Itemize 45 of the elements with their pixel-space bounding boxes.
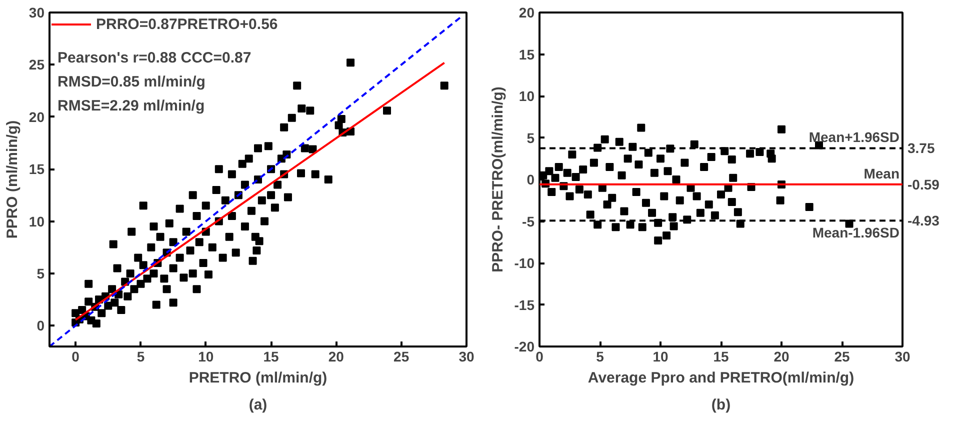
y-tick-label: -10 bbox=[514, 255, 535, 271]
ref-line-label: Mean bbox=[864, 165, 900, 182]
y-tick-label: 15 bbox=[28, 161, 45, 178]
x-axis-title: Average Ppro and PRETRO(ml/min/g) bbox=[588, 370, 854, 386]
x-tick-label: 20 bbox=[328, 348, 344, 364]
ref-line-label: Mean+1.96SD bbox=[808, 129, 900, 146]
x-tick-label: 15 bbox=[713, 348, 729, 364]
x-tick-label: 20 bbox=[774, 348, 790, 364]
text: (a) bbox=[248, 396, 268, 414]
y-tick-label: -20 bbox=[514, 338, 535, 354]
y2-tick-label: -4.93 bbox=[908, 212, 940, 229]
y-tick-label: 30 bbox=[28, 4, 45, 20]
x-tick-label: 5 bbox=[596, 348, 604, 364]
y2-tick-label: -0.59 bbox=[908, 176, 940, 192]
x-tick-label: 5 bbox=[136, 348, 145, 364]
text: (b) bbox=[711, 396, 731, 414]
y-tick-label: -15 bbox=[514, 296, 535, 313]
y-tick-label: 10 bbox=[28, 213, 45, 230]
x-tick-label: 25 bbox=[834, 348, 850, 364]
y-tick-label: 0 bbox=[36, 318, 45, 334]
y-tick-label: 25 bbox=[28, 56, 45, 73]
x-tick-label: 25 bbox=[394, 348, 410, 364]
y2-tick-label: 3.75 bbox=[908, 140, 935, 156]
y-tick-label: 20 bbox=[28, 108, 45, 125]
x-tick-label: 10 bbox=[652, 348, 668, 364]
y-tick-label: 15 bbox=[518, 46, 535, 62]
x-tick-label: 15 bbox=[263, 348, 280, 364]
y-axis-title: PPRO (ml/min/g) bbox=[4, 120, 21, 239]
ref-line-label: Mean-1.96SD bbox=[812, 224, 900, 241]
x-tick-label: 0 bbox=[72, 348, 80, 364]
y-tick-label: -5 bbox=[522, 213, 535, 230]
x-axis-title: PRETRO (ml/min/g) bbox=[188, 370, 328, 386]
legend-label: PRRO=0.87PRETRO+0.56 bbox=[96, 16, 278, 32]
y-tick-label: 0 bbox=[526, 172, 535, 188]
x-tick-label: 10 bbox=[198, 348, 214, 364]
x-tick-label: 30 bbox=[458, 348, 474, 364]
y-axis-title: PPRO- PRETRO(ml/min/g) bbox=[489, 86, 506, 272]
annotation: RMSD=0.85 ml/min/g bbox=[58, 74, 206, 90]
y-tick-label: 20 bbox=[518, 4, 535, 20]
y-tick-label: 5 bbox=[526, 130, 535, 146]
annotation: RMSE=2.29 ml/min/g bbox=[58, 98, 205, 114]
y-tick-label: 10 bbox=[518, 88, 535, 104]
annotation: Pearson's r=0.88 CCC=0.87 bbox=[58, 50, 252, 66]
x-tick-label: 30 bbox=[894, 348, 910, 364]
y-tick-label: 5 bbox=[36, 265, 45, 282]
